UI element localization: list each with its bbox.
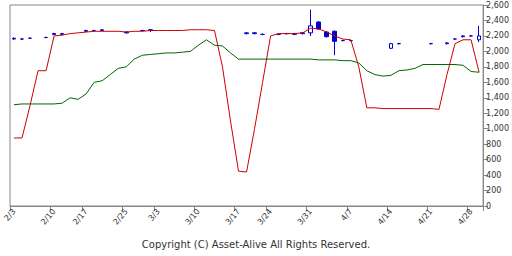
svg-text:Copyright (C) Asset-Alive All: Copyright (C) Asset-Alive All Rights Res… [142,239,370,250]
svg-text:4/28: 4/28 [456,207,474,227]
svg-text:200: 200 [486,186,501,195]
svg-text:4/14: 4/14 [376,207,394,227]
svg-text:1,000: 1,000 [486,124,509,133]
svg-text:800: 800 [486,140,501,149]
svg-text:2/10: 2/10 [39,207,57,227]
svg-text:3/10: 3/10 [183,207,201,227]
svg-text:4/7: 4/7 [339,207,354,223]
svg-text:2/3: 2/3 [2,207,17,223]
svg-text:3/17: 3/17 [224,207,242,227]
svg-text:2,600: 2,600 [486,1,509,10]
svg-text:2,000: 2,000 [486,47,509,56]
svg-text:4/21: 4/21 [416,207,434,227]
svg-text:3/3: 3/3 [147,207,162,223]
svg-text:2/17: 2/17 [71,207,89,227]
svg-text:600: 600 [486,155,501,164]
svg-text:2,400: 2,400 [486,16,509,25]
svg-text:1,600: 1,600 [486,78,509,87]
svg-text:3/31: 3/31 [296,207,314,227]
svg-text:2/25: 2/25 [111,207,129,227]
svg-text:0: 0 [486,202,491,211]
svg-text:1,800: 1,800 [486,62,509,71]
svg-text:1,200: 1,200 [486,109,509,118]
svg-text:400: 400 [486,171,501,180]
svg-text:3/24: 3/24 [256,207,274,227]
svg-text:1,400: 1,400 [486,93,509,102]
svg-text:2,200: 2,200 [486,31,509,40]
